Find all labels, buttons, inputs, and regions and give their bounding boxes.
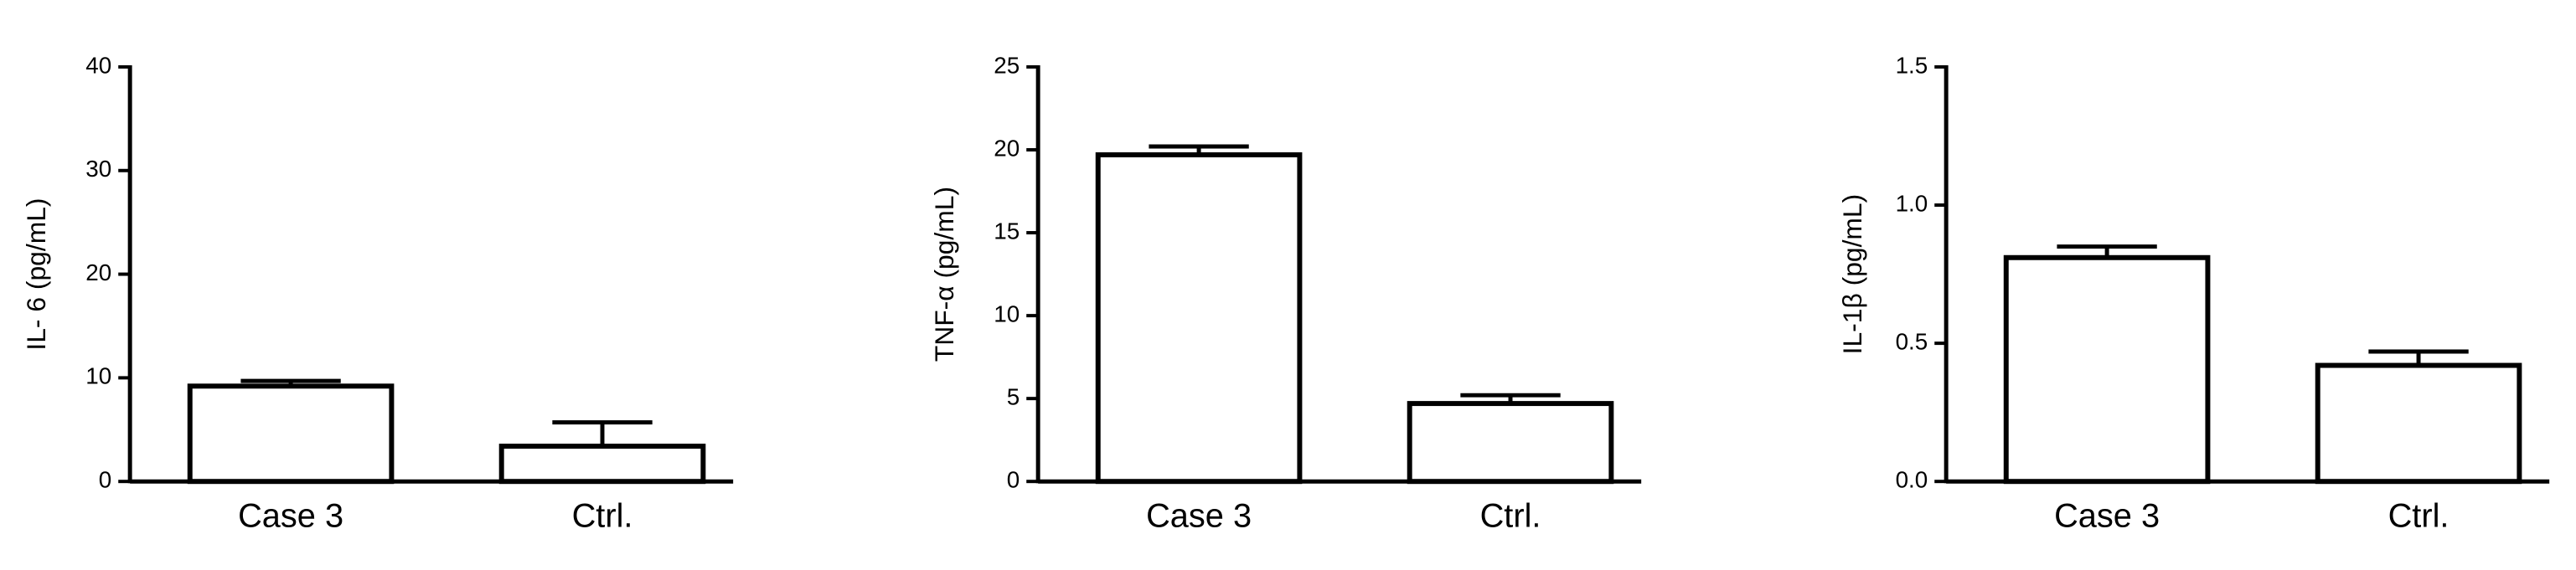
y-tick-label: 0: [99, 467, 111, 493]
bar: [1095, 151, 1303, 485]
y-tick-label: 30: [85, 156, 111, 182]
y-tick-label: 0: [1007, 467, 1020, 493]
x-tick-label: Ctrl.: [2388, 497, 2450, 534]
y-tick-label: 15: [994, 218, 1020, 244]
y-tick-label: 5: [1007, 384, 1020, 410]
y-tick-label: 1.0: [1896, 190, 1928, 216]
bar: [1407, 401, 1614, 485]
y-tick-label: 20: [85, 259, 111, 285]
x-tick-label: Ctrl.: [1480, 497, 1541, 534]
x-tick-label: Case 3: [2054, 497, 2160, 534]
y-tick-label: 10: [994, 300, 1020, 326]
x-tick-label: Ctrl.: [572, 497, 633, 534]
y-tick-label: 25: [994, 52, 1020, 78]
y-tick-label: 0.5: [1896, 328, 1928, 354]
y-tick-label: 1.5: [1896, 52, 1928, 78]
bar: [2003, 254, 2211, 485]
y-axis-label: TNF-α (pg/mL): [929, 187, 959, 362]
y-axis-label: IL-1β (pg/mL): [1837, 194, 1867, 355]
y-tick-label: 10: [85, 363, 111, 389]
bar: [2315, 362, 2522, 485]
x-tick-label: Case 3: [1146, 497, 1252, 534]
y-tick-label: 0.0: [1896, 467, 1928, 493]
y-tick-label: 40: [85, 52, 111, 78]
x-tick-label: Case 3: [238, 497, 343, 534]
y-tick-label: 20: [994, 135, 1020, 161]
bar: [187, 383, 395, 485]
y-axis-label: IL- 6 (pg/mL): [21, 198, 51, 351]
bar: [498, 444, 706, 485]
